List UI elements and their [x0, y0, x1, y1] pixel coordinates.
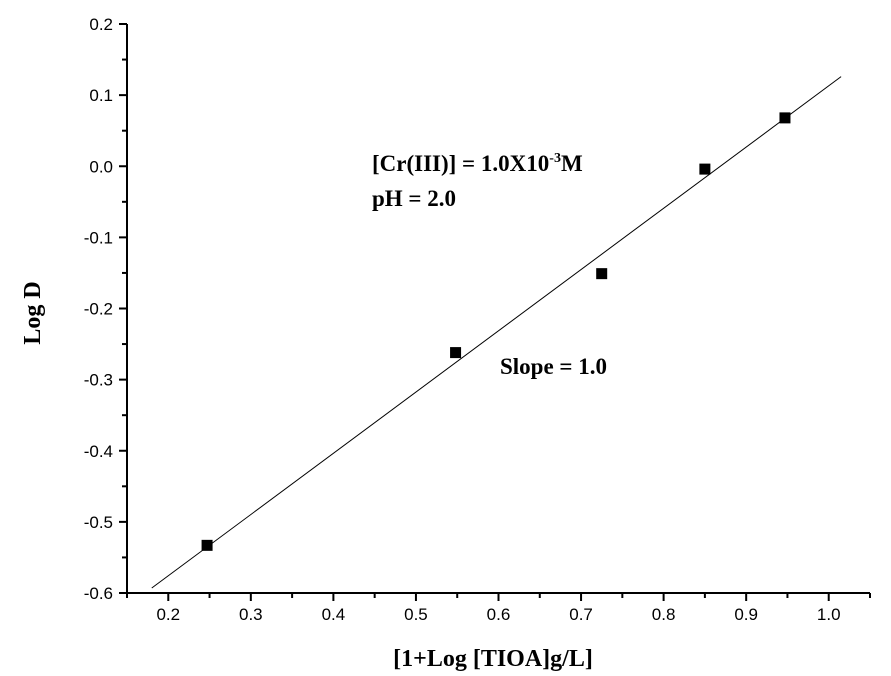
slope-annotation: Slope = 1.0	[500, 354, 607, 379]
y-tick-label: -0.1	[84, 228, 113, 247]
y-ticks	[119, 23, 127, 594]
fit-line-group	[151, 76, 842, 589]
y-tick-label: 0.0	[89, 157, 113, 176]
y-tick-label: -0.5	[84, 513, 113, 532]
data-point	[201, 539, 213, 551]
x-tick-label: 0.2	[156, 605, 180, 624]
y-tick-label: -0.2	[84, 300, 113, 319]
data-point	[596, 268, 608, 280]
x-tick-label: 0.7	[569, 605, 593, 624]
data-point	[699, 163, 711, 175]
x-axis-title: [1+Log [TIOA]g/L]	[393, 646, 593, 672]
data-point	[450, 347, 462, 359]
fit-line	[151, 76, 842, 589]
y-tick-label: 0.1	[89, 86, 113, 105]
concentration-unit: M	[561, 151, 583, 176]
y-tick-labels: -0.6 -0.5 -0.4 -0.3 -0.2 -0.1 0.0 0.1 0.2	[84, 15, 113, 603]
ph-annotation: pH = 2.0	[372, 186, 456, 211]
concentration-exponent: -3	[549, 151, 561, 166]
axes	[126, 24, 870, 594]
x-tick-label: 0.4	[322, 605, 346, 624]
x-tick-label: 0.3	[239, 605, 263, 624]
y-tick-label: -0.3	[84, 371, 113, 390]
data-point	[779, 112, 791, 124]
y-tick-label: 0.2	[89, 15, 113, 34]
x-tick-labels: 0.2 0.3 0.4 0.5 0.6 0.7 0.8 0.9 1.0	[156, 605, 840, 624]
x-tick-label: 1.0	[817, 605, 841, 624]
y-tick-label: -0.4	[84, 442, 113, 461]
y-tick-label: -0.6	[84, 584, 113, 603]
x-tick-label: 0.9	[734, 605, 758, 624]
x-tick-label: 0.6	[487, 605, 511, 624]
data-points	[201, 112, 791, 551]
concentration-text: [Cr(III)] = 1.0X10	[372, 151, 549, 176]
x-ticks	[126, 593, 871, 601]
y-axis-title: Log D	[20, 281, 46, 344]
concentration-annotation: [Cr(III)] = 1.0X10-3M	[372, 151, 583, 176]
x-tick-label: 0.8	[652, 605, 676, 624]
x-tick-label: 0.5	[404, 605, 428, 624]
